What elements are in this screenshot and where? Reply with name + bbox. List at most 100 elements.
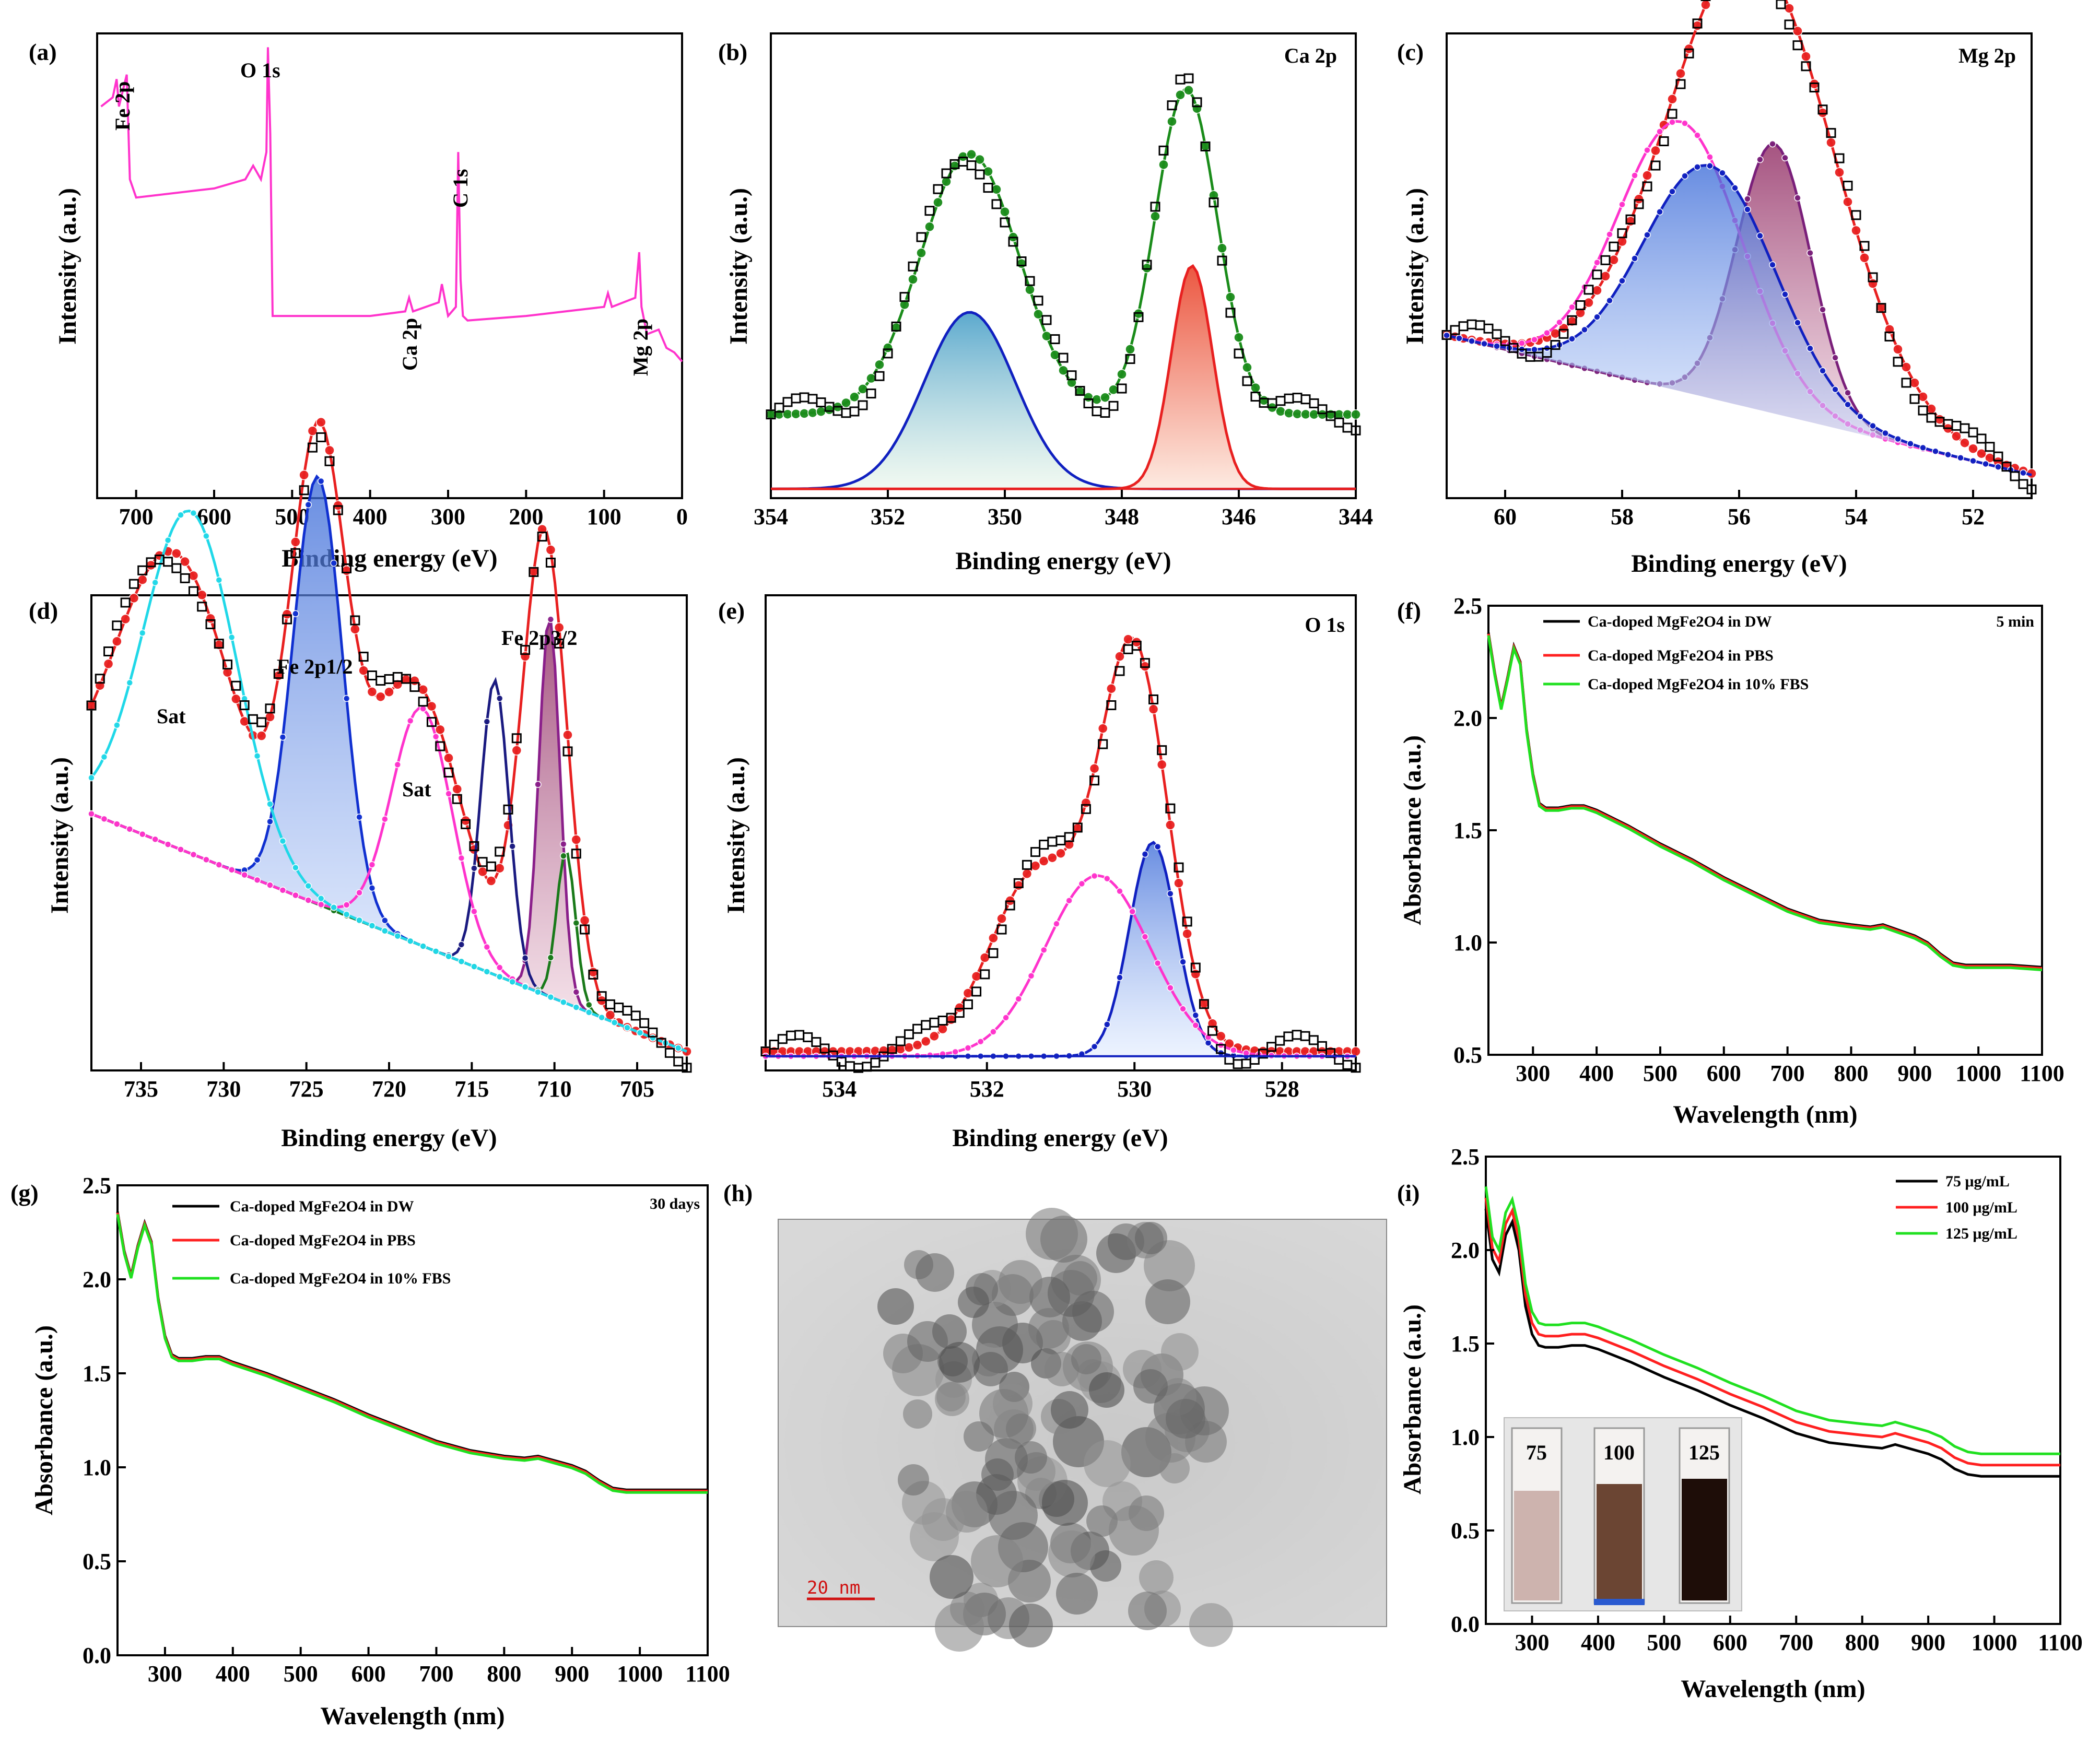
fit-point — [1531, 346, 1538, 354]
raw-data-point — [1985, 442, 1995, 452]
raw-data-point — [596, 991, 607, 1002]
fit-point — [100, 815, 108, 823]
fit-point — [494, 863, 505, 874]
panel-f-title: 5 min — [1996, 613, 2034, 630]
fit-point — [1656, 128, 1663, 135]
raw-data-point — [883, 348, 893, 359]
panel-f-ticklabel: 500 — [1643, 1061, 1677, 1086]
fit-point — [534, 988, 542, 996]
panel-e-frame — [765, 594, 1357, 1071]
fit-point — [883, 343, 893, 353]
raw-data-point — [1025, 276, 1035, 286]
raw-data-point — [1650, 160, 1661, 171]
vial-label-75: 75 — [1526, 1441, 1547, 1464]
raw-data-point — [895, 1036, 906, 1046]
fit-point — [509, 842, 516, 850]
panel-i-legend: 75 μg/mL 100 μg/mL 125 μg/mL — [1896, 1173, 2017, 1242]
raw-data-point — [941, 168, 952, 179]
raw-data-point — [1492, 329, 1502, 339]
fit-point — [1097, 723, 1108, 734]
raw-data-point — [1055, 835, 1066, 845]
panel-d-xticks: 735 730 725 720 715 710 705 — [124, 1062, 654, 1102]
fit-point — [979, 952, 990, 963]
raw-data-point — [1976, 433, 1987, 444]
panel-a-ticklabel: 300 — [431, 504, 465, 529]
raw-data-point — [418, 697, 428, 707]
raw-data-point — [1634, 199, 1644, 209]
raw-data-point — [1801, 61, 1811, 72]
fit-point — [253, 752, 261, 760]
panel-d-ticklabel: 715 — [454, 1076, 489, 1102]
fit-point — [521, 955, 529, 962]
raw-data-point — [983, 183, 993, 193]
fit-point — [511, 745, 522, 756]
panel-b-title: Ca 2p — [1284, 44, 1337, 67]
fit-point — [996, 913, 1007, 924]
fit-point — [1002, 1014, 1010, 1021]
fit-point — [1000, 206, 1010, 217]
panel-d-ticklabel: 710 — [537, 1076, 572, 1102]
raw-data-point — [452, 794, 462, 804]
panel-i-yticklabel: 0.0 — [1451, 1611, 1480, 1637]
fit-point — [483, 718, 491, 725]
panel-g-ticklabel: 600 — [351, 1661, 386, 1687]
fit-point — [290, 537, 301, 547]
raw-data-point — [1158, 145, 1169, 156]
raw-data-point — [376, 676, 386, 686]
fit-point — [1769, 261, 1776, 268]
fit-point — [409, 675, 420, 686]
raw-data-point — [1072, 822, 1083, 833]
fit-point — [231, 693, 241, 704]
raw-data-point — [1893, 357, 1903, 367]
raw-data-point — [1342, 422, 1353, 433]
fit-point — [483, 968, 491, 975]
nanoparticle — [1006, 1414, 1036, 1444]
raw-data-point — [1909, 394, 1920, 404]
raw-data-point — [1117, 383, 1127, 394]
fit-point — [1250, 382, 1261, 393]
raw-data-point — [1064, 832, 1074, 842]
legend-text-pbs: Ca-doped MgFe2O4 in PBS — [230, 1232, 416, 1249]
fit-point — [1769, 140, 1776, 148]
fit-point — [572, 919, 580, 927]
panel-c-xticks: 60 58 56 54 52 — [1494, 490, 1985, 529]
panel-b-ylabel: Intensity (a.u.) — [725, 188, 753, 345]
legend-text-dw: Ca-doped MgFe2O4 in DW — [230, 1198, 414, 1215]
fit-point — [990, 1028, 997, 1035]
panel-b-ticklabel: 348 — [1105, 504, 1139, 529]
fit-point — [1167, 116, 1177, 127]
fit-point — [674, 1044, 682, 1052]
raw-data-point — [648, 1027, 658, 1038]
fit-point — [1015, 995, 1023, 1003]
fit-point — [1100, 392, 1110, 403]
series-line-lattice-o — [766, 841, 1356, 1058]
panel-i-yticklabel: 2.5 — [1451, 1144, 1480, 1170]
panel-b-ticklabel: 350 — [988, 504, 1022, 529]
raw-data-point — [1039, 840, 1049, 850]
raw-data-point — [1005, 900, 1015, 911]
nanoparticle — [877, 1288, 914, 1325]
raw-data-point — [811, 1037, 822, 1047]
fit-point — [350, 624, 360, 634]
panel-c-ticklabel: 60 — [1494, 504, 1517, 529]
panel-a-ylabel: Intensity (a.u.) — [54, 188, 81, 345]
raw-data-point — [1351, 425, 1361, 435]
panel-g-yticklabel: 2.0 — [83, 1267, 111, 1292]
raw-data-point — [1467, 319, 1477, 329]
fit-point — [1868, 278, 1878, 289]
fit-point — [866, 373, 876, 384]
fit-point — [1556, 319, 1563, 326]
raw-data-point — [214, 639, 224, 649]
panel-label-i: (i) — [1397, 1180, 1419, 1206]
fit-point — [341, 566, 352, 576]
fit-point — [356, 814, 363, 821]
fit-point — [205, 613, 216, 624]
fit-point — [958, 151, 968, 162]
fit-point — [1644, 231, 1651, 239]
fit-point — [1192, 1011, 1200, 1019]
raw-data-point — [1826, 128, 1836, 138]
raw-data-point — [1098, 739, 1108, 749]
fit-point — [2020, 469, 2027, 477]
fit-point — [1706, 153, 1714, 161]
fit-point — [368, 885, 376, 892]
